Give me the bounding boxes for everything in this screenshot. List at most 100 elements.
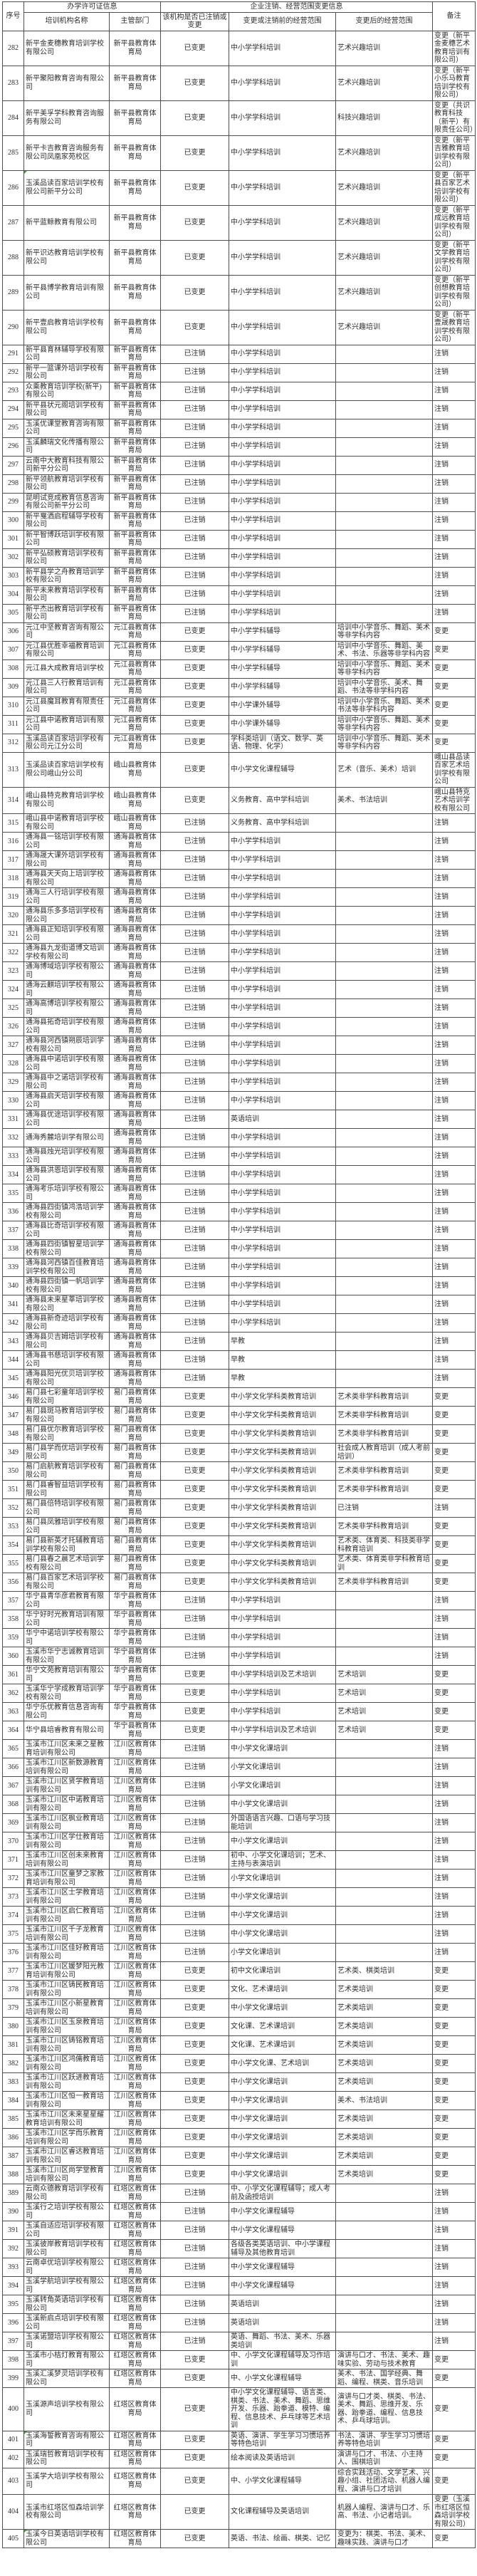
cell-scope-before: 小学文化课培训 [229,1758,336,1777]
cell-scope-before: 中小学学科培训 [229,455,336,475]
cell-authority: 通海县教育体育局 [109,1184,161,1203]
cell-scope-after [335,1054,433,1073]
table-row: 353 易门县凤雅培训学校有限公司 易门县教育体育局 已变更 中小学文化学科类教育培训艺… [2,1517,476,1536]
cell-remark: 变更 [432,2387,476,2431]
cell-scope-before: 中小学文化课程辅导、语言类、棋类、书法、美术、舞蹈、思维开发、乐器、跆拳道、模特… [229,2387,336,2431]
table-row: 282 新平金麦穗教育培训学校有限公司 新平县教育体育局 已变更 中小学学科培训 艺术兴趣… [2,30,476,66]
table-row: 345 通海县阳光优贝培训学校有限公司 通海县教育体育局 已注销 早教 注销 [2,1369,476,1388]
cell-remark: 注销 [432,1369,476,1388]
cell-institution-name: 玉溪瑞哲教育培训学校有限公司 [23,2449,110,2468]
table-row: 356 易门县百家艺术培训学校有限公司 易门县教育体育局 已变更 中小学文化学科类教育培… [2,1573,476,1592]
cell-row-number: 310 [2,696,24,716]
cell-scope-before: 初中、小学文化课培训；艺术、主持与表演培训 [229,1850,336,1870]
cell-institution-name: 玉溪市江川区枫业教育培训有限公司 [23,1813,110,1832]
table-row: 288 新平识达教育培训学校有限公司 新平县教育体育局 已变更 中小学学科培训 艺术兴趣培… [2,239,476,276]
cell-remark: 变更 [432,1387,476,1407]
table-row: 284 新平美孚学科教育咨询服务有限公司 新平县教育体育局 已变更 中小学学科培训 科技兴… [2,100,477,136]
cell-scope-before: 中小学学科培训及艺术培训 [229,1721,336,1740]
cell-row-number: 293 [2,381,24,401]
cell-authority: 通海县教育体育局 [109,1202,161,1221]
cell-status: 已注销 [160,548,229,568]
cell-status: 已变更 [160,1684,229,1703]
cell-authority: 江川区教育体育局 [109,2017,161,2036]
table-row: 355 易门县春之晨艺术培训学校有限公司 易门县教育体育局 已变更 中小学文化学科类教育… [2,1554,476,1573]
cell-scope-before: 中小学学科培训 [229,1258,336,1277]
table-row: 381 玉溪市江川区铸铭教育培训有限公司 江川区教育体育局 已变更 文化课、艺术课培训艺… [2,2035,476,2055]
cell-status: 已注销 [160,980,229,999]
cell-scope-after: 社会成人教育培训（成人考前培训） [335,1443,433,1462]
cell-scope-after [335,2313,433,2332]
cell-scope-before: 中小学学科培训 [229,1591,336,1610]
table-row: 347 易门县斑马教育培训学校有限公司 易门县教育体育局 已变更 中小学文化学科类教育培… [2,1406,476,1425]
table-row: 386 玉溪市江川区学而乐教育培训有限公司 江川区教育体育局 已变更 中小学文化课培训艺… [2,2128,476,2147]
cell-authority: 易门县教育体育局 [109,1498,161,1518]
cell-authority: 红塔区教育体育局 [109,2239,161,2258]
cell-remark: 注销 [432,869,476,888]
cell-row-number: 371 [2,1850,24,1870]
cell-remark: 注销 [432,1739,476,1758]
cell-scope-before: 中小学学科培训 [229,1702,336,1721]
cell-scope-after [335,1128,433,1147]
cell-status: 已注销 [160,943,229,962]
cell-status: 已注销 [160,2221,229,2240]
table-row: 370 玉溪市江川区学仕教育培训有限公司 江川区教育体育局 已注销 中小学文化课培训 注销 [2,1832,476,1851]
cell-status: 已注销 [160,1295,229,1314]
cell-scope-after: 培训中小学音乐、舞蹈、美术、书法、乐器等非学科内容 [335,640,433,660]
cell-row-number: 404 [2,2494,24,2530]
cell-scope-before: 绘本阅读及英语培训 [229,2449,336,2468]
cell-row-number: 349 [2,1443,24,1462]
cell-remark: 注销 [432,603,476,623]
cell-scope-after [335,474,433,494]
table-row: 321 通海县正知培训学校有限公司 通海县教育体育局 已注销 中小学学科培训 注销 [2,924,476,944]
cell-authority: 通海县教育体育局 [109,1258,161,1277]
cell-scope-after: 演讲与口才、书法、美术、趣味实验、劳动与技术教育 [335,2350,433,2369]
table-row: 286 玉溪品读百家培训学校有限公司新平分公司 新平县教育体育局 已变更 中小学学科培训… [2,170,476,206]
cell-scope-after [335,2184,433,2203]
cell-remark: 注销 [432,566,476,586]
cell-institution-name: 华宁乐优教育信息咨询有限公司 [23,1702,110,1721]
cell-authority: 易门县教育体育局 [109,1480,161,1499]
cell-scope-before: 中小学学科培训 [229,239,336,276]
cell-institution-name: 新平壹启教育培训学校有限公司 [23,309,110,345]
cell-row-number: 291 [2,344,24,364]
cell-scope-after [335,1295,433,1314]
cell-remark: 注销 [432,529,476,549]
cell-authority: 通海县教育体育局 [109,1110,161,1129]
cell-scope-after: 综合实践活动、文学艺术、兴趣小组、社团活动、机器人编程、演讲与口才培训 [335,2467,433,2495]
cell-row-number: 360 [2,1647,24,1666]
cell-remark: 注销 [432,1202,476,1221]
cell-authority: 元江县教育体育局 [109,677,161,697]
table-row: 293 众乘教育培训学校(新平)有限公司 新平县教育体育局 已注销 中小学学科培训 注销 [2,381,476,401]
cell-scope-after: 艺术类培训 [335,2147,433,2166]
cell-scope-before: 小学文化课培训 [229,1776,336,1795]
cell-row-number: 308 [2,659,24,679]
cell-scope-after: 艺术类、棋类培训 [335,1961,433,1981]
cell-status: 已注销 [160,1221,229,1240]
table-row: 352 易门县倍特培训学校有限公司 易门县教育体育局 已变更 中小学文化学科类教育培训已… [2,1498,476,1518]
cell-scope-before: 中小学文化课培训 [229,2147,336,2166]
cell-status: 已注销 [160,455,229,475]
cell-scope-before: 中小学学科培训 [229,135,336,171]
cell-status: 已变更 [160,2350,229,2369]
cell-authority: 通海县教育体育局 [109,998,161,1018]
cell-row-number: 390 [2,2202,24,2221]
cell-institution-name: 通海县洪恩培训学校有限公司 [23,1165,110,1184]
cell-institution-name: 玉溪市江川区跃进教育培训有限公司 [23,2072,110,2092]
cell-institution-name: 众乘教育培训学校(新平)有限公司 [23,381,110,401]
cell-authority: 华宁县教育体育局 [109,1591,161,1610]
cell-institution-name: 玉溪自适应培训学校有限公司 [23,2221,110,2240]
cell-scope-after: 艺术类、体育类非学科教育培训 [335,1554,433,1573]
table-row: 295 玉溪优课堂教育咨询有限公司 新平县教育体育局 已注销 中小学学科培训 注销 [2,418,476,438]
table-row: 292 新平一篮课外培训学校有限公司 新平县教育体育局 已注销 中小学学科培训 注销 [2,363,476,382]
table-row: 377 玉溪市江川区媛梦阳光教育培训有限公司 江川区教育体育局 已变更 初中文化课培训艺… [2,1961,476,1981]
cell-remark: 注销 [432,1832,476,1851]
cell-scope-before: 英语、演讲、学生学习习惯培养等特色培训 [229,2430,336,2450]
cell-scope-before: 中小学学科培训 [229,1202,336,1221]
cell-scope-after [335,850,433,870]
cell-authority: 新平县教育体育局 [109,65,161,101]
table-row: 303 新平县学之舟教育培训学校有限公司 新平县教育体育局 已注销 中小学学科培训 注销 [2,566,476,586]
cell-scope-after: 艺术培训 [335,1721,433,1740]
cell-scope-before: 中小学文化课培训 [229,1795,336,1814]
cell-authority: 通海县教育体育局 [109,980,161,999]
cell-authority: 易门县教育体育局 [109,1387,161,1407]
